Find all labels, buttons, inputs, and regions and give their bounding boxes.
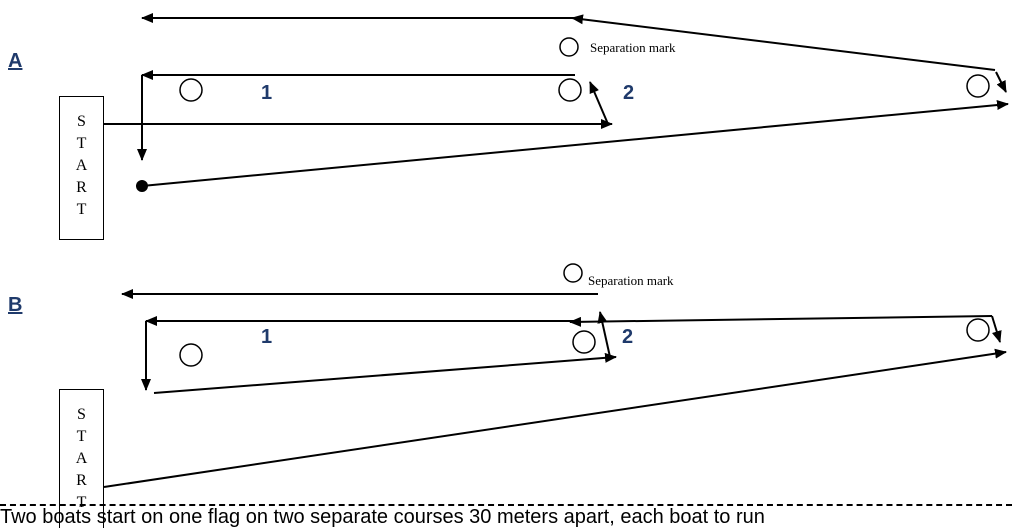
diagram-b-label: B [8,294,23,316]
diagram-a-leg-1-label: 1 [261,82,273,104]
diagram-a-separation-mark-label: Separation mark [590,40,676,55]
diagram-b-left-mark [179,343,203,367]
diagram-a-turn-arrow [589,81,609,125]
diagram-a-left-mark [179,78,203,102]
diagram-a-start-letter: A [75,157,88,174]
diagram-b-start-letter: A [75,450,88,467]
diagram-b-diagonal-out-arrow [153,352,617,394]
diagram-a-finish-dot [136,180,148,192]
diagram-b-far-turn-arrow [991,315,1002,343]
diagram-a-long-out-arrow [141,100,1009,187]
diagram-b-leg-1-label: 1 [261,326,273,348]
diagram-b-leg-2-label: 2 [622,326,634,348]
diagram-b-start-letter: T [76,494,87,511]
diagram-a-start-letter: R [76,179,87,196]
diagram-a-start-letter: T [76,201,87,218]
diagram-a [104,13,1009,192]
diagram-b-long-out-arrow [103,348,1007,488]
diagram-a-label: A [8,50,23,72]
diagram-a-right-mark [558,78,582,102]
diagram-b-far-return-arrow [569,315,993,327]
diagram-b-start-letter: T [76,428,87,445]
caption-divider [0,504,1012,506]
diagram-b-start-letter: R [76,472,87,489]
diagram-a-start-letter: T [76,135,87,152]
diagram-b-separation-mark [563,263,583,283]
diagram-a-upper-diagonal-arrow [571,14,996,71]
diagram-a-far-mark [966,74,990,98]
diagram-a-separation-mark [559,37,579,57]
diagram-b-turn-arrow [597,311,611,358]
diagram-b [103,263,1007,488]
diagram-b-separation-mark-label: Separation mark [588,273,674,288]
diagram-a-far-turn-arrow [995,71,1007,93]
diagram-a-leg-2-label: 2 [623,82,635,104]
diagram-a-start-box: S T A R T [59,96,104,240]
diagram-b-start-letter: S [77,406,86,423]
caption-text: Two boats start on one flag on two separ… [0,507,765,528]
diagram-b-far-mark [966,318,990,342]
diagram-a-start-letter: S [77,113,86,130]
diagram-b-right-mark [572,330,596,354]
